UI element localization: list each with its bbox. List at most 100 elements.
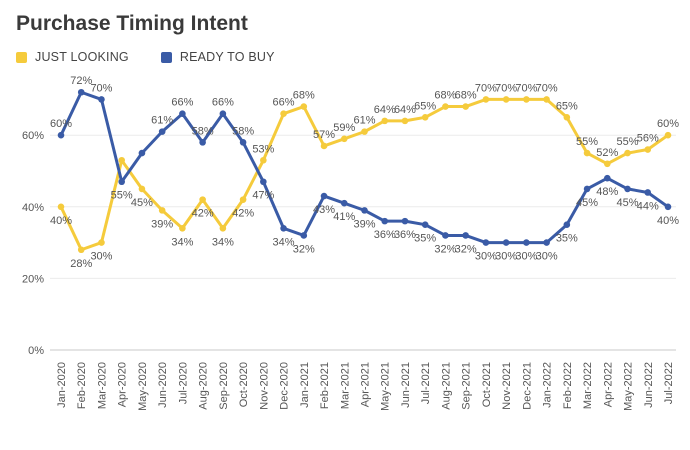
data-label-ready-to-buy: 58%	[232, 125, 254, 137]
data-label-just-looking: 70%	[515, 82, 537, 94]
data-point-ready-to-buy[interactable]	[280, 224, 287, 232]
y-tick-label: 20%	[22, 273, 44, 285]
data-point-ready-to-buy[interactable]	[77, 88, 85, 96]
data-label-just-looking: 61%	[353, 115, 375, 127]
data-point-just-looking[interactable]	[179, 224, 186, 232]
data-point-just-looking[interactable]	[421, 114, 429, 121]
data-point-ready-to-buy[interactable]	[361, 207, 368, 214]
data-point-just-looking[interactable]	[563, 114, 571, 121]
data-point-ready-to-buy[interactable]	[482, 239, 490, 246]
data-point-just-looking[interactable]	[77, 246, 85, 254]
data-point-just-looking[interactable]	[239, 196, 247, 203]
data-label-just-looking: 66%	[273, 97, 295, 109]
data-point-ready-to-buy[interactable]	[300, 232, 308, 239]
data-point-just-looking[interactable]	[523, 96, 530, 103]
data-point-ready-to-buy[interactable]	[563, 221, 571, 228]
data-label-ready-to-buy: 45%	[576, 197, 598, 209]
legend: JUST LOOKING READY TO BUY	[16, 50, 307, 64]
data-point-just-looking[interactable]	[57, 203, 65, 211]
data-point-just-looking[interactable]	[118, 156, 125, 164]
y-axis: 0% 20% 40% 60%	[22, 130, 44, 357]
data-label-just-looking: 64%	[394, 104, 416, 116]
data-point-just-looking[interactable]	[381, 117, 389, 125]
data-point-ready-to-buy[interactable]	[502, 239, 510, 246]
data-point-just-looking[interactable]	[462, 103, 469, 110]
data-point-just-looking[interactable]	[260, 156, 267, 164]
data-point-just-looking[interactable]	[624, 149, 631, 157]
data-point-ready-to-buy[interactable]	[664, 203, 672, 211]
data-point-just-looking[interactable]	[138, 185, 146, 193]
data-label-ready-to-buy: 30%	[536, 251, 558, 263]
data-point-ready-to-buy[interactable]	[320, 192, 328, 200]
data-point-ready-to-buy[interactable]	[401, 217, 409, 225]
data-point-just-looking[interactable]	[340, 135, 348, 143]
data-point-just-looking[interactable]	[219, 224, 227, 232]
data-point-ready-to-buy[interactable]	[462, 232, 469, 239]
data-point-just-looking[interactable]	[644, 146, 652, 153]
data-label-just-looking: 68%	[434, 90, 456, 102]
data-label-just-looking: 42%	[192, 208, 214, 220]
data-point-ready-to-buy[interactable]	[57, 131, 65, 139]
data-point-just-looking[interactable]	[199, 196, 206, 203]
data-point-ready-to-buy[interactable]	[340, 199, 348, 207]
data-point-just-looking[interactable]	[158, 207, 166, 214]
data-point-ready-to-buy[interactable]	[199, 139, 206, 146]
data-label-ready-to-buy: 47%	[252, 190, 274, 202]
data-point-ready-to-buy[interactable]	[158, 128, 166, 135]
data-point-just-looking[interactable]	[482, 96, 490, 103]
x-tick-label: Apr-2022	[602, 362, 614, 407]
data-point-ready-to-buy[interactable]	[543, 239, 550, 246]
data-label-ready-to-buy: 40%	[657, 215, 679, 227]
data-point-just-looking[interactable]	[604, 160, 611, 168]
data-point-just-looking[interactable]	[543, 96, 550, 103]
x-tick-label: Nov-2020	[258, 362, 270, 410]
data-point-just-looking[interactable]	[300, 103, 308, 110]
chart-title: Purchase Timing Intent	[16, 12, 248, 35]
data-point-ready-to-buy[interactable]	[523, 239, 530, 246]
data-label-just-looking: 52%	[596, 147, 618, 159]
legend-item-ready-to-buy[interactable]: READY TO BUY	[160, 50, 275, 64]
data-point-just-looking[interactable]	[320, 142, 328, 150]
data-point-just-looking[interactable]	[664, 131, 672, 139]
data-label-ready-to-buy: 41%	[333, 211, 355, 223]
data-point-just-looking[interactable]	[442, 103, 449, 110]
data-label-just-looking: 57%	[313, 129, 335, 141]
data-point-ready-to-buy[interactable]	[583, 185, 591, 193]
x-tick-label: Jul-2021	[420, 362, 432, 404]
x-tick-label: Mar-2021	[339, 362, 351, 409]
data-point-just-looking[interactable]	[502, 96, 510, 103]
data-label-just-looking: 70%	[475, 82, 497, 94]
legend-item-just-looking[interactable]: JUST LOOKING	[16, 50, 129, 64]
data-point-just-looking[interactable]	[280, 110, 287, 118]
data-label-ready-to-buy: 55%	[111, 190, 133, 202]
data-label-just-looking: 28%	[70, 258, 92, 270]
data-point-ready-to-buy[interactable]	[604, 174, 611, 182]
data-point-just-looking[interactable]	[583, 149, 591, 157]
data-point-ready-to-buy[interactable]	[442, 232, 449, 239]
data-point-ready-to-buy[interactable]	[138, 149, 146, 157]
data-point-ready-to-buy[interactable]	[381, 217, 389, 225]
data-point-ready-to-buy[interactable]	[118, 178, 125, 186]
data-point-ready-to-buy[interactable]	[260, 178, 267, 186]
data-point-just-looking[interactable]	[98, 239, 105, 246]
data-point-ready-to-buy[interactable]	[624, 185, 631, 193]
data-point-ready-to-buy[interactable]	[98, 96, 105, 103]
data-point-ready-to-buy[interactable]	[179, 110, 186, 118]
data-point-just-looking[interactable]	[361, 128, 368, 135]
data-point-ready-to-buy[interactable]	[644, 189, 652, 196]
data-label-ready-to-buy: 45%	[617, 197, 639, 209]
data-label-just-looking: 65%	[556, 100, 578, 112]
data-label-just-looking: 30%	[90, 251, 112, 263]
data-point-ready-to-buy[interactable]	[219, 110, 227, 118]
data-point-ready-to-buy[interactable]	[239, 139, 247, 146]
x-tick-label: Sep-2021	[461, 362, 473, 410]
data-label-ready-to-buy: 58%	[192, 125, 214, 137]
data-label-just-looking: 55%	[617, 136, 639, 148]
data-point-just-looking[interactable]	[401, 117, 409, 125]
data-label-ready-to-buy: 30%	[495, 251, 517, 263]
legend-label-ready-to-buy: READY TO BUY	[179, 50, 275, 64]
data-point-ready-to-buy[interactable]	[421, 221, 429, 228]
data-label-just-looking: 40%	[50, 215, 72, 227]
x-tick-label: Mar-2020	[96, 362, 108, 409]
